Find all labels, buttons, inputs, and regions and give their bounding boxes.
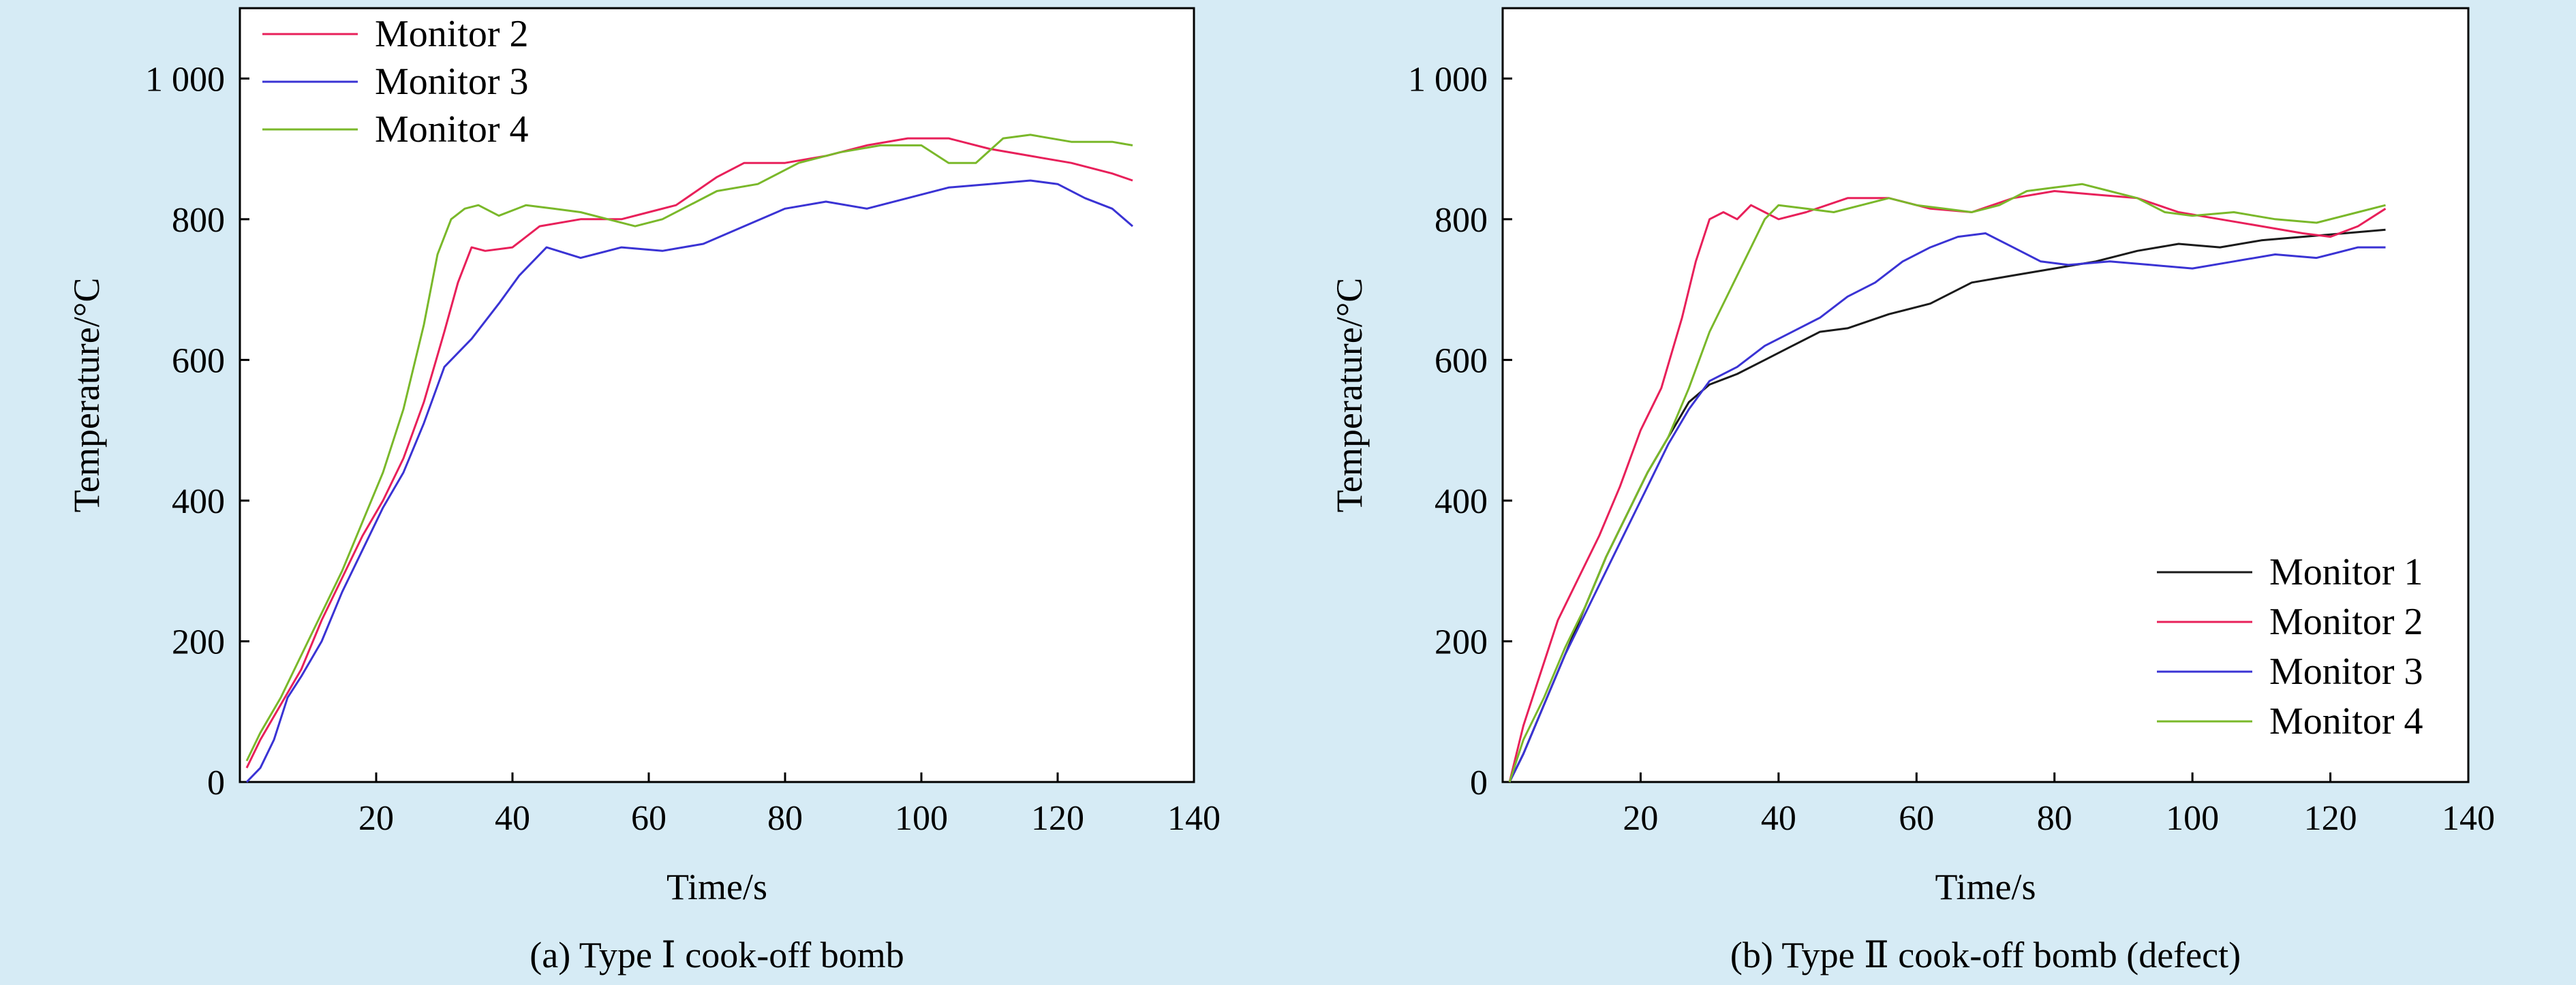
series-line-monitor-3 — [245, 179, 1133, 783]
axis-ticks: 20 40 60 80 100 120 140 0 200 400 600 800 1 000 — [1408, 60, 2495, 838]
legend-label: Monitor 1 — [2269, 551, 2423, 593]
plot-frame — [1501, 7, 2470, 783]
legend-label: Monitor 2 — [2269, 601, 2423, 643]
x-axis-label: Time/s — [666, 866, 767, 907]
x-tick-label: 120 — [1031, 799, 1084, 838]
y-tick-label: 200 — [1435, 623, 1488, 661]
plot-frame — [239, 7, 1195, 783]
panel-caption: (a) Type Ⅰ cook-off bomb — [530, 935, 904, 975]
y-tick-label: 600 — [1435, 341, 1488, 380]
y-tick-label: 0 — [207, 764, 225, 802]
legend-label: Monitor 2 — [375, 13, 529, 55]
x-tick-label: 140 — [2442, 799, 2495, 838]
panel-caption: (b) Type Ⅱ cook-off bomb (defect) — [1730, 935, 2241, 975]
y-tick-label: 800 — [1435, 201, 1488, 240]
legend: Monitor 2 Monitor 3 Monitor 4 — [262, 13, 529, 151]
x-tick-label: 20 — [1623, 799, 1658, 838]
legend-label: Monitor 3 — [2269, 651, 2423, 693]
y-tick-label: 200 — [172, 623, 225, 661]
x-tick-label: 100 — [2166, 799, 2219, 838]
series-line-monitor-4 — [1508, 183, 2386, 783]
y-axis-label: Temperature/°C — [66, 278, 107, 513]
axis-ticks: 20 40 60 80 100 120 140 0 200 400 600 800 1 000 — [145, 60, 1221, 838]
y-tick-label: 600 — [172, 341, 225, 380]
x-tick-label: 80 — [767, 799, 803, 838]
y-tick-label: 1 000 — [1408, 60, 1488, 99]
panel-a: 20 40 60 80 100 120 140 0 200 400 600 800 1 000 Moni… — [66, 7, 1221, 975]
legend: Monitor 1 Monitor 2 Monitor 3 Monitor 4 — [2157, 551, 2423, 742]
y-tick-label: 400 — [1435, 482, 1488, 521]
x-axis-label: Time/s — [1935, 866, 2036, 907]
legend-label: Monitor 4 — [375, 108, 529, 151]
x-tick-label: 60 — [631, 799, 666, 838]
series-line-monitor-4 — [245, 134, 1133, 762]
x-tick-label: 120 — [2304, 799, 2357, 838]
y-tick-label: 800 — [172, 201, 225, 240]
series-line-monitor-2 — [1508, 190, 2387, 783]
panel-b: 20 40 60 80 100 120 140 0 200 400 600 800 1 000 Moni… — [1329, 7, 2495, 975]
x-tick-label: 140 — [1167, 799, 1221, 838]
series-lines — [245, 134, 1133, 783]
y-tick-label: 400 — [172, 482, 225, 521]
series-line-monitor-3 — [1508, 232, 2386, 783]
y-axis-label: Temperature/°C — [1329, 278, 1370, 513]
x-tick-label: 60 — [1899, 799, 1934, 838]
legend-label: Monitor 4 — [2269, 700, 2423, 742]
series-line-monitor-2 — [245, 137, 1133, 768]
x-tick-label: 20 — [358, 799, 394, 838]
x-tick-label: 80 — [2037, 799, 2072, 838]
y-tick-label: 0 — [1470, 764, 1488, 802]
x-tick-label: 100 — [895, 799, 948, 838]
legend-label: Monitor 3 — [375, 61, 529, 103]
x-tick-label: 40 — [1761, 799, 1796, 838]
x-tick-label: 40 — [495, 799, 530, 838]
y-tick-label: 1 000 — [145, 60, 225, 99]
series-lines — [1508, 183, 2387, 783]
